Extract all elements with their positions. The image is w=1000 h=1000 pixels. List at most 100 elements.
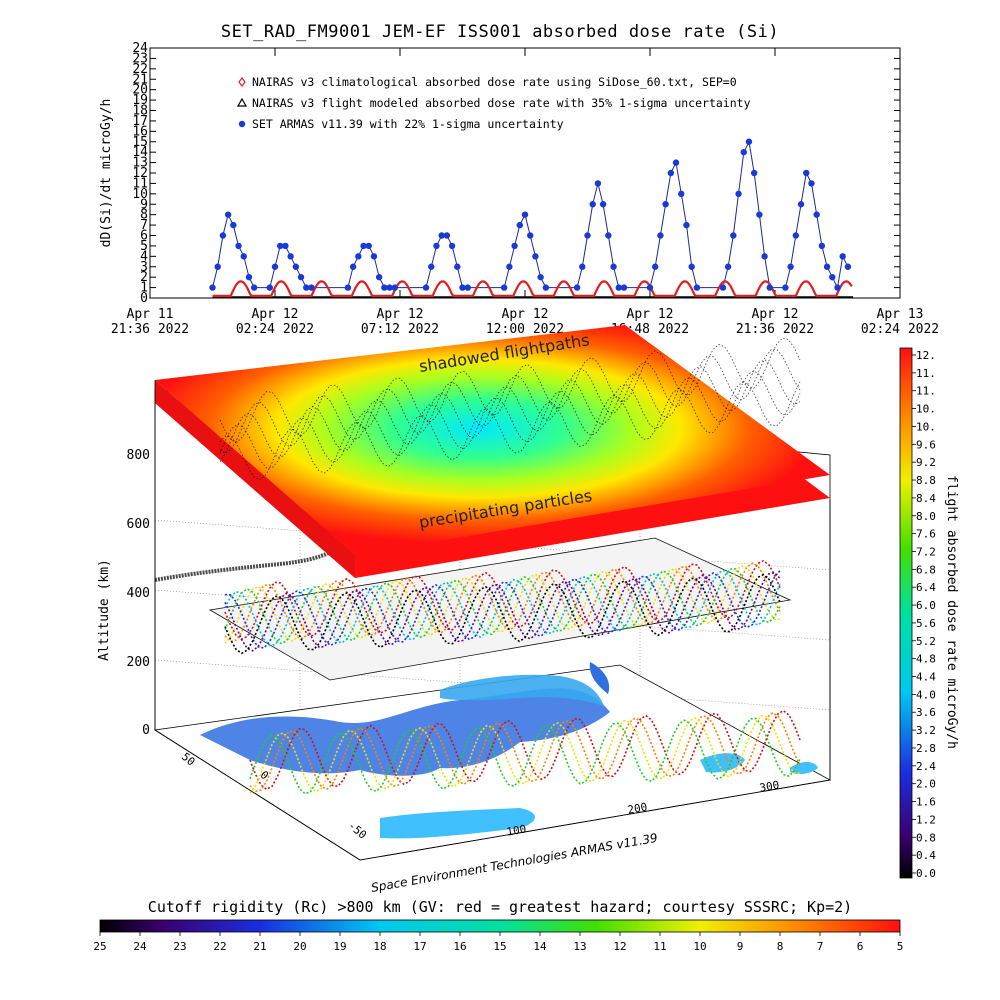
x-tick-label-date: Apr 12: [252, 307, 299, 322]
floor-track: [249, 714, 801, 794]
armas-data-point: [521, 211, 529, 218]
chart-title: SET_RAD_FM9001 JEM-EF ISS001 absorbed do…: [220, 22, 780, 42]
armas-data-point: [735, 190, 742, 198]
flight-track: [224, 571, 781, 652]
dose-tick-label: 0.8: [916, 831, 936, 844]
armas-data-point: [620, 284, 628, 291]
dose-tick-label: 6.4: [916, 581, 936, 594]
armas-data-point: [516, 221, 523, 229]
armas-data-point: [297, 273, 305, 281]
dose-tick-label: 1.2: [916, 813, 936, 826]
flight-track: [224, 573, 781, 655]
grid-lines: [154, 400, 831, 765]
shadow-paths: [154, 550, 332, 582]
armas-data-point: [428, 263, 435, 270]
slab-track: [219, 381, 801, 481]
y-tick-label: 22: [132, 62, 148, 77]
dose-tick-label: 4.4: [916, 671, 936, 684]
y-tick-label: 5: [140, 239, 148, 254]
armas-data-point: [672, 159, 680, 166]
armas-data-point: [579, 263, 586, 270]
armas-data-point: [375, 273, 383, 281]
dose-tick-label: 5.6: [916, 617, 936, 630]
armas-data-point: [657, 232, 664, 239]
armas-data-point: [683, 221, 690, 229]
y-tick-label: 19: [132, 93, 148, 108]
armas-data-point: [381, 284, 388, 291]
armas-data-point: [271, 263, 279, 270]
armas-data-point: [808, 180, 815, 187]
chart-legend: NAIRAS v3 climatological absorbed dose r…: [236, 75, 751, 131]
armas-data-point: [756, 211, 763, 218]
armas-data-point: [365, 242, 372, 250]
armas-data-point: [787, 263, 794, 270]
x-tick-label-date: Apr 12: [377, 307, 424, 322]
armas-data-point: [349, 263, 357, 270]
cutoff-colorbar-gradient: [99, 919, 901, 933]
armas-data-point: [219, 232, 227, 239]
flight-track: [224, 562, 781, 643]
armas-data-point: [386, 284, 393, 291]
armas-data-point: [839, 253, 846, 260]
svg-text:400: 400: [127, 586, 150, 601]
dose-tick-label: 5.2: [916, 635, 936, 648]
dose-tick-label: 7.6: [916, 528, 936, 541]
svg-text:0: 0: [142, 723, 150, 738]
x-tick-label-time: 21:36 2022: [736, 322, 814, 337]
y-tick-label: 16: [132, 124, 148, 139]
y-tick-label: 23: [132, 51, 148, 66]
armas-data-point: [287, 253, 294, 260]
armas-data-point: [370, 253, 378, 260]
armas-data-point: [818, 242, 826, 250]
y-tick-label: 10: [132, 187, 148, 202]
top-slab-side: [155, 380, 355, 578]
dose-tick-label: 10.: [916, 420, 936, 433]
cutoff-tick-label: 17: [413, 940, 426, 953]
y-tick-label: 24: [132, 41, 148, 56]
armas-data-point: [282, 242, 289, 250]
flight-path-tracks: [224, 559, 781, 655]
armas-data-point: [782, 284, 789, 291]
armas-data-point: [443, 232, 451, 239]
svg-text:600: 600: [127, 517, 150, 532]
slab-flight-tracks: [219, 337, 801, 481]
x-tick-label-date: Apr 13: [877, 307, 924, 322]
armas-data-point: [527, 232, 534, 239]
armas-data-point: [724, 263, 732, 270]
armas-data-point: [719, 284, 727, 291]
y-tick-label: 21: [132, 72, 148, 87]
series-layer: [209, 138, 854, 298]
armas-data-point: [532, 253, 539, 260]
floor-track: [249, 717, 801, 795]
armas-data-point: [266, 284, 273, 291]
nairas-climatological-series: [212, 280, 853, 297]
armas-data-point: [813, 211, 820, 218]
y-tick-label: 11: [132, 176, 148, 191]
cutoff-rigidity-colorbar: Cutoff rigidity (Rc) >800 km (GV: red = …: [93, 898, 903, 953]
slab-track: [219, 337, 801, 443]
cutoff-rigidity-slab: [155, 325, 830, 555]
dose-tick-label: 8.8: [916, 474, 936, 487]
cutoff-tick-label: 19: [333, 940, 346, 953]
dose-tick-label: 1.6: [916, 796, 936, 809]
armas-data-point: [599, 201, 607, 208]
armas-data-point: [391, 284, 398, 291]
dose-tick-label: 4.0: [916, 688, 936, 701]
x-tick-label-time: 12:00 2022: [486, 322, 564, 337]
armas-data-point: [542, 284, 550, 291]
flight-track: [224, 565, 781, 644]
y-tick-label: 3: [140, 260, 148, 275]
cutoff-tick-label: 20: [293, 940, 306, 953]
armas-data-point: [829, 273, 836, 281]
dose-tick-label: 6.8: [916, 563, 936, 576]
cutoff-colorbar-label: Cutoff rigidity (Rc) >800 km (GV: red = …: [148, 898, 852, 916]
y-tick-label: 8: [140, 208, 148, 223]
legend-entry: NAIRAS v3 flight modeled absorbed dose r…: [252, 96, 751, 110]
dose-tick-label: 3.6: [916, 706, 936, 719]
armas-data-point: [605, 232, 612, 239]
flight-track: [224, 569, 781, 647]
y-axis-label: dD(Si)/dt microGy/h: [99, 99, 114, 248]
